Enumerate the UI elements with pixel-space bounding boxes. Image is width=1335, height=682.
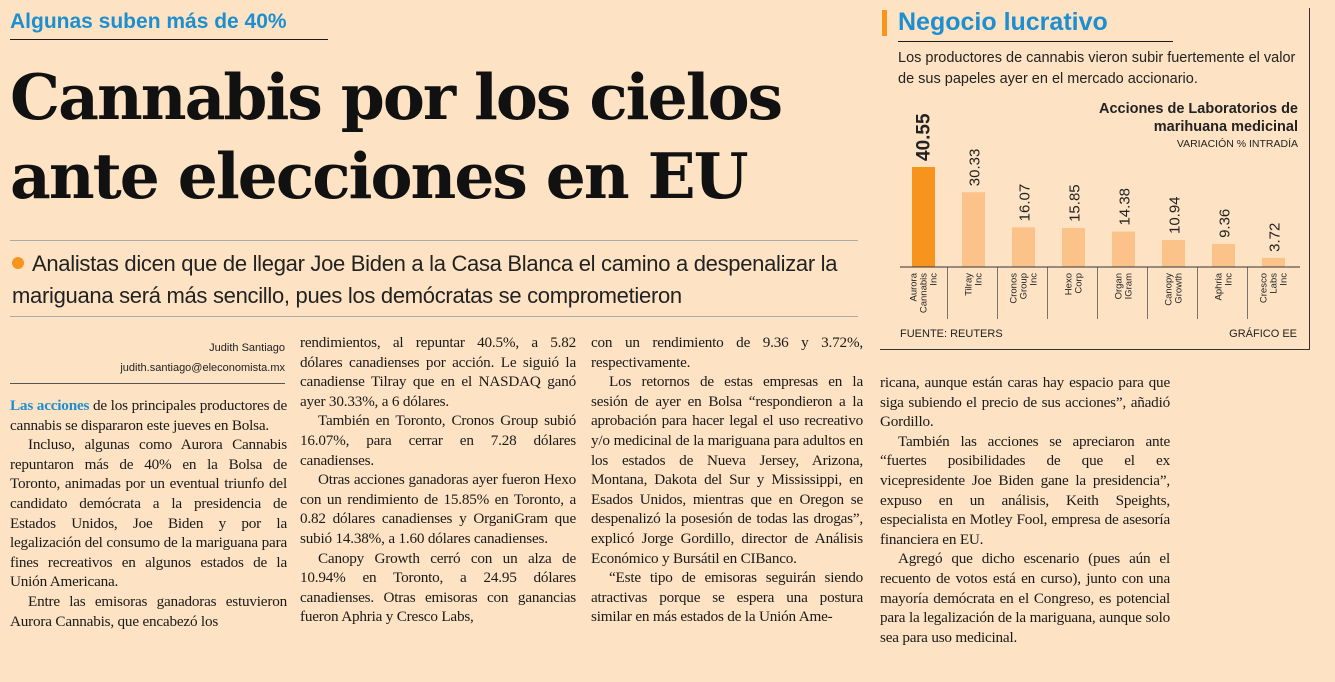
lead-in: Las acciones	[10, 397, 90, 414]
chart-bar	[1162, 240, 1185, 267]
paragraph-text: de los principales productores de cannab…	[10, 397, 287, 434]
chart-value-label: 14.38	[1117, 188, 1134, 226]
chart-category-label: CanopyGrowth	[1164, 273, 1185, 306]
chart-credit: GRÁFICO EE	[1229, 328, 1297, 340]
chart-bar	[1212, 243, 1235, 267]
chart-category-label: CronosGroupInc	[1009, 273, 1040, 304]
kicker: Algunas suben más de 40%	[10, 8, 328, 40]
paragraph: Incluso, algunas como Aurora Cannabis re…	[10, 436, 287, 591]
chart-subtitle: VARIACIÓN % INTRADÍA	[1176, 138, 1298, 150]
divider	[10, 316, 858, 317]
divider	[10, 240, 858, 241]
paragraph: Canopy Growth cerró con un alza de 10.94…	[300, 549, 576, 626]
panel-description: Los productores de cannabis vieron subir…	[898, 50, 1296, 87]
divider	[898, 41, 1173, 42]
bar-chart: 40.55 AuroraCannabisInc 30.33 TilrayInc 16.0…	[900, 113, 1300, 319]
chart-bar	[912, 167, 935, 267]
chart-category-label: HexoCorp	[1064, 273, 1085, 295]
paragraph: con un rendimiento de 9.36 y 3.72%, resp…	[591, 334, 863, 371]
byline-email[interactable]: judith.santiago@eleconomista.mx	[120, 362, 285, 374]
paragraph: También las acciones se apreciaron ante …	[880, 432, 1170, 548]
chart-value-label: 10.94	[1167, 196, 1184, 234]
chart-category-label: CrescoLabsInc	[1259, 273, 1290, 303]
subhead: Analistas dicen que de llegar Joe Biden …	[12, 248, 872, 312]
subhead-text: Analistas dicen que de llegar Joe Biden …	[12, 251, 838, 308]
paragraph: Entre las emisoras ganadoras estuvieron …	[10, 592, 287, 630]
byline-author: Judith Santiago	[209, 342, 285, 354]
chart-value-label: 16.07	[1017, 184, 1034, 222]
byline: Judith Santiago judith.santiago@eleconom…	[100, 338, 285, 378]
article-column-3: con un rendimiento de 9.36 y 3.72%, resp…	[591, 333, 863, 627]
paragraph: También en Toronto, Cronos Group subió 1…	[300, 412, 576, 469]
chart-category-label: AphriaInc	[1214, 272, 1235, 300]
chart-value-label: 30.33	[967, 149, 984, 187]
chart-value-label: 40.55	[914, 113, 935, 161]
chart-category-label: AuroraCannabisInc	[909, 272, 940, 313]
paragraph: rendimientos, al repuntar 40.5%, a 5.82 …	[300, 334, 576, 410]
chart-source: FUENTE: REUTERS	[900, 328, 1003, 340]
headline: Cannabis por los cielos ante elecciones …	[10, 58, 850, 216]
panel-title: Negocio lucrativo	[898, 8, 1108, 36]
paragraph: ricana, aunque están caras hay espacio p…	[880, 374, 1170, 431]
chart-value-label: 9.36	[1217, 209, 1234, 238]
chart-category-label: OrganIGram	[1114, 273, 1135, 299]
headline-line-2: ante elecciones en EU	[10, 139, 749, 213]
chart-value-label: 15.85	[1067, 184, 1084, 222]
paragraph: Otras acciones ganadoras ayer fueron Hex…	[300, 471, 576, 547]
bullet-dot-icon	[12, 257, 24, 269]
divider	[10, 383, 285, 384]
chart-category-label: TilrayInc	[964, 273, 985, 296]
article-column-4: ricana, aunque están caras hay espacio p…	[880, 373, 1170, 647]
article-column-2: rendimientos, al repuntar 40.5%, a 5.82 …	[300, 333, 576, 627]
chart-title: Acciones de Laboratorios de marihuana me…	[1098, 101, 1298, 135]
chart-bar	[1262, 257, 1285, 267]
paragraph: “Este tipo de emisoras seguirán siendo a…	[591, 569, 863, 626]
headline-line-1: Cannabis por los cielos	[10, 60, 783, 134]
article-column-1: Las acciones de los principales producto…	[10, 396, 287, 631]
chart-bar	[962, 192, 985, 267]
panel-accent	[882, 10, 887, 36]
paragraph: Los retornos de estas empresas en la ses…	[591, 373, 863, 567]
chart-bar	[1062, 227, 1085, 267]
chart-value-label: 3.72	[1267, 223, 1284, 252]
chart-bar	[1112, 231, 1135, 267]
chart-bar	[1012, 227, 1035, 267]
chart-panel: Negocio lucrativo Los productores de can…	[880, 8, 1310, 350]
paragraph: Las acciones de los principales producto…	[10, 396, 287, 435]
paragraph: Agregó que dicho escenario (pues aún el …	[880, 550, 1170, 646]
